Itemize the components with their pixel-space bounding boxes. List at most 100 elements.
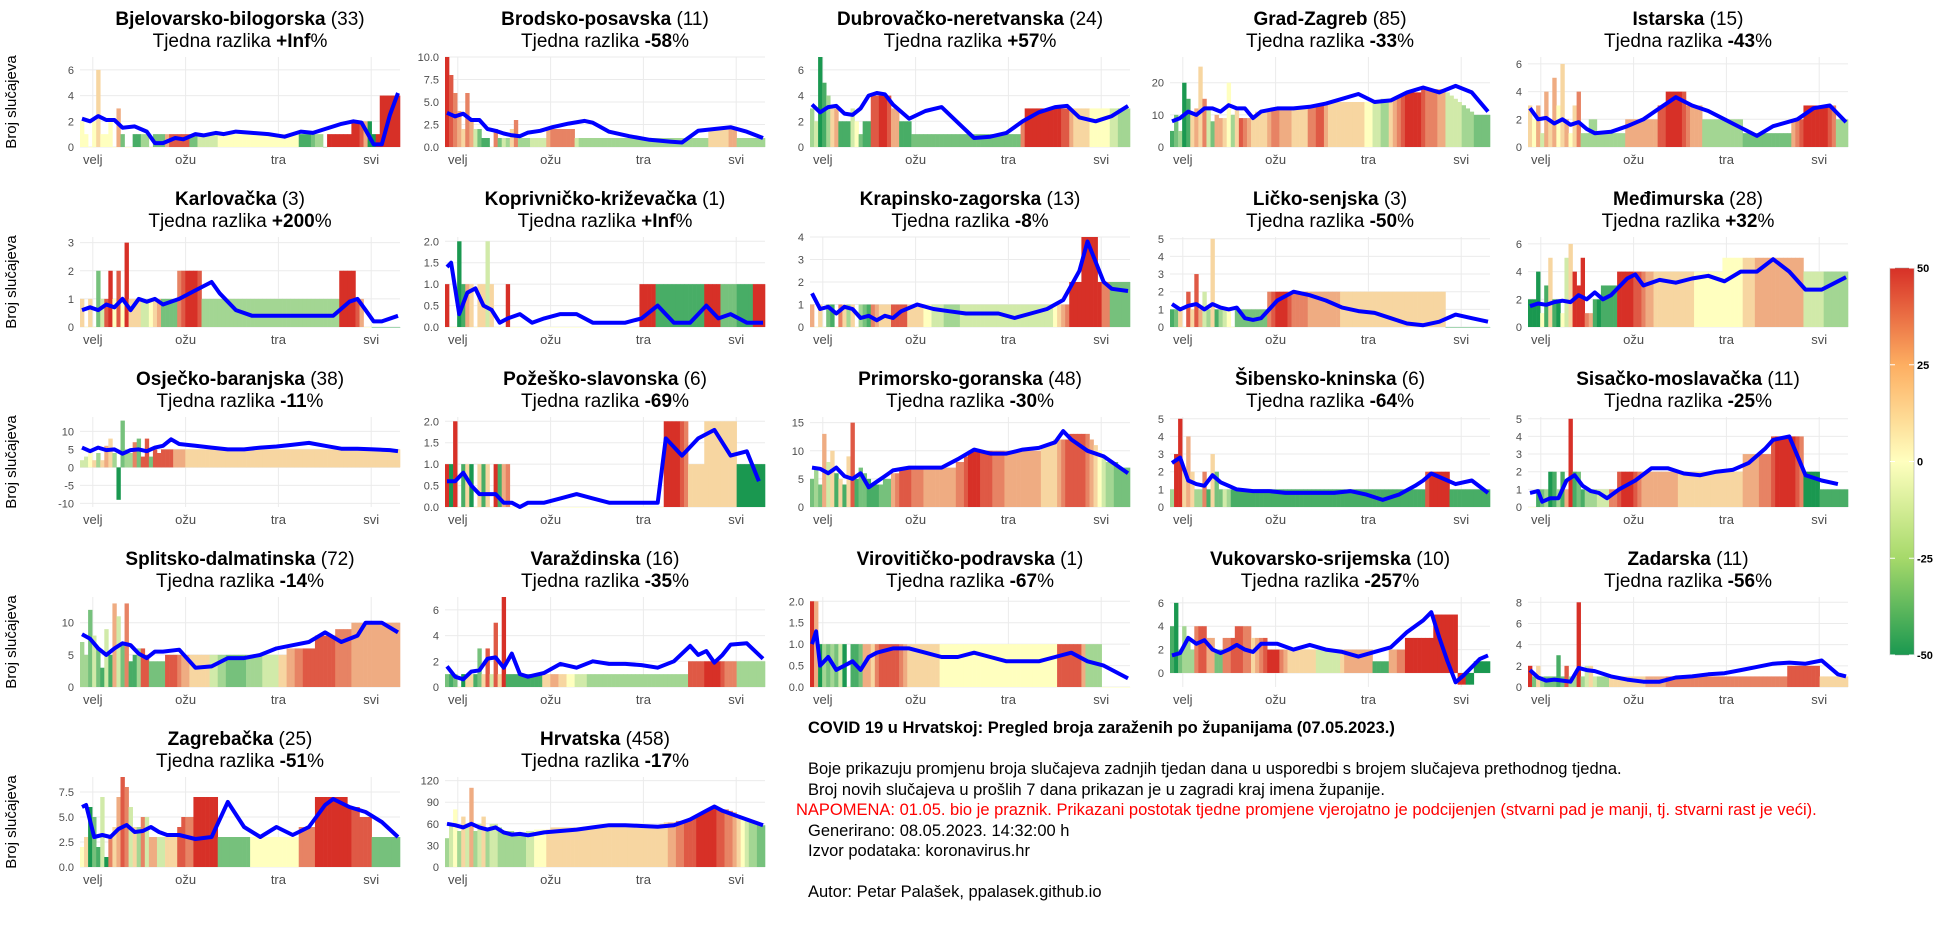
daily-bar bbox=[667, 284, 673, 327]
daily-bar bbox=[1352, 489, 1357, 507]
daily-bar bbox=[671, 822, 677, 867]
daily-bar bbox=[100, 134, 105, 147]
daily-bar bbox=[1024, 108, 1030, 147]
daily-bar bbox=[1437, 471, 1442, 507]
daily-bar bbox=[274, 298, 279, 327]
daily-bar bbox=[1194, 274, 1199, 327]
daily-bar bbox=[578, 674, 584, 687]
panel-subtitle: Tjedna razlika +Inf% bbox=[518, 211, 693, 232]
daily-bar bbox=[1600, 285, 1606, 327]
daily-bar bbox=[1109, 687, 1115, 688]
daily-bar bbox=[1032, 450, 1038, 507]
daily-bar bbox=[1433, 614, 1438, 673]
daily-bar bbox=[1685, 105, 1691, 147]
daily-bar bbox=[667, 674, 673, 687]
daily-bar bbox=[1190, 114, 1195, 147]
daily-bar bbox=[193, 134, 198, 147]
daily-bar bbox=[882, 644, 888, 687]
daily-bar bbox=[363, 449, 368, 468]
daily-bar bbox=[1319, 489, 1325, 507]
info-generated: Generirano: 08.05.2023. 14:32:00 h bbox=[808, 821, 1070, 840]
daily-bar bbox=[497, 464, 503, 507]
daily-bar bbox=[1040, 644, 1046, 687]
daily-bar bbox=[84, 327, 89, 328]
daily-bar bbox=[858, 467, 863, 507]
daily-bar bbox=[1629, 271, 1634, 327]
y-tick-label: 4 bbox=[798, 91, 804, 103]
daily-bar bbox=[1576, 471, 1581, 507]
daily-bar bbox=[720, 421, 725, 507]
daily-bar bbox=[1073, 433, 1078, 507]
daily-bar bbox=[1738, 257, 1743, 327]
daily-bar bbox=[830, 304, 835, 327]
y-tick-label: 6 bbox=[1516, 59, 1522, 71]
daily-bar bbox=[165, 837, 170, 867]
daily-bar bbox=[193, 797, 198, 867]
y-tick-label: 4 bbox=[1158, 251, 1164, 263]
daily-bar bbox=[1433, 291, 1438, 327]
y-tick-label: 0.5 bbox=[424, 301, 439, 313]
subtitle-prefix: Tjedna razlika bbox=[884, 31, 1008, 52]
daily-bar bbox=[1698, 271, 1703, 327]
daily-bar bbox=[383, 837, 389, 867]
daily-bar bbox=[1734, 119, 1739, 147]
daily-bar bbox=[363, 817, 368, 867]
daily-bar bbox=[132, 298, 138, 327]
daily-bar bbox=[1425, 471, 1430, 507]
daily-bar bbox=[558, 327, 563, 328]
daily-bar bbox=[1445, 92, 1450, 147]
daily-bar bbox=[838, 121, 843, 147]
daily-bar bbox=[379, 837, 385, 867]
daily-bar bbox=[963, 644, 969, 687]
daily-bar bbox=[1445, 327, 1450, 328]
daily-bar bbox=[359, 449, 364, 468]
daily-bar bbox=[732, 129, 737, 147]
panel-subtitle: Tjedna razlika -56% bbox=[1604, 571, 1772, 592]
daily-bar bbox=[1641, 471, 1646, 507]
daily-bar bbox=[1214, 114, 1219, 147]
daily-bar bbox=[1528, 105, 1533, 147]
panel-title: Istarska (15) bbox=[1633, 9, 1744, 30]
weekly-average-line bbox=[1529, 257, 1847, 309]
daily-bar bbox=[708, 284, 713, 327]
daily-bar bbox=[594, 138, 600, 147]
daily-bar bbox=[1218, 489, 1223, 507]
daily-bar bbox=[481, 138, 486, 147]
daily-bar bbox=[258, 134, 263, 147]
daily-bar bbox=[570, 327, 575, 328]
daily-bar bbox=[124, 147, 129, 148]
y-tick-label: 4 bbox=[1516, 431, 1522, 443]
daily-bar bbox=[1376, 661, 1381, 673]
panel-title: Bjelovarsko-bilogorska (33) bbox=[115, 9, 364, 30]
daily-bar bbox=[899, 121, 904, 147]
daily-bar bbox=[391, 449, 397, 468]
daily-bar bbox=[688, 464, 693, 507]
daily-bar bbox=[1170, 489, 1175, 507]
daily-bar bbox=[489, 147, 494, 148]
daily-bar bbox=[538, 327, 543, 328]
daily-bar bbox=[165, 298, 170, 327]
daily-bar bbox=[992, 450, 997, 507]
daily-bar bbox=[1429, 637, 1434, 673]
panel-county-name: Požeško-slavonska bbox=[503, 369, 679, 390]
daily-bar bbox=[1372, 291, 1377, 327]
daily-bar bbox=[963, 134, 969, 147]
daily-bar bbox=[473, 831, 478, 867]
daily-bar bbox=[748, 138, 754, 147]
weekly-average-line bbox=[810, 91, 1130, 140]
daily-bar bbox=[100, 460, 105, 468]
daily-bar bbox=[1364, 649, 1369, 673]
info-title: COVID 19 u Hrvatskoj: Pregled broja zara… bbox=[808, 719, 1395, 737]
daily-bar bbox=[1637, 271, 1642, 327]
daily-bar bbox=[148, 661, 154, 687]
daily-bar bbox=[810, 108, 815, 147]
daily-bar bbox=[1694, 105, 1699, 147]
daily-bar bbox=[1388, 649, 1394, 673]
daily-bar bbox=[895, 473, 900, 507]
daily-bar bbox=[1710, 676, 1715, 687]
daily-bar bbox=[1307, 489, 1313, 507]
daily-bar bbox=[838, 304, 843, 327]
daily-bar bbox=[736, 661, 741, 687]
daily-bar bbox=[582, 826, 588, 867]
daily-bar bbox=[1823, 105, 1829, 147]
